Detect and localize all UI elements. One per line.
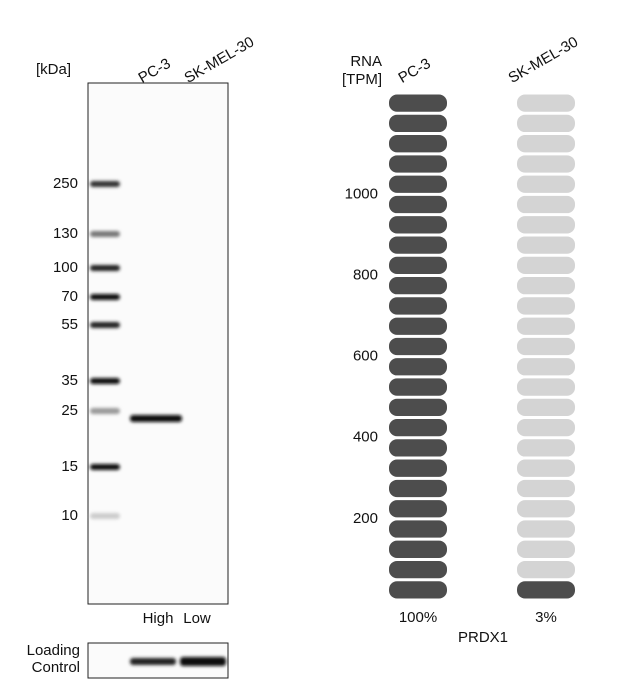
lane-label: PC-3 bbox=[135, 55, 173, 87]
rna-pill bbox=[389, 378, 447, 396]
rna-pill bbox=[517, 135, 575, 153]
rna-pill bbox=[389, 94, 447, 112]
marker-band bbox=[90, 265, 120, 271]
rna-pill bbox=[517, 540, 575, 558]
rna-pill bbox=[389, 500, 447, 518]
loading-label: Control bbox=[32, 659, 80, 676]
marker-label: 25 bbox=[61, 402, 78, 419]
rna-axis-label: [TPM] bbox=[342, 71, 382, 88]
rna-pill bbox=[389, 520, 447, 538]
rna-pill bbox=[517, 500, 575, 518]
lane-level: Low bbox=[183, 610, 211, 627]
marker-band bbox=[90, 294, 120, 300]
rna-pill bbox=[517, 175, 575, 193]
gene-name: PRDX1 bbox=[458, 629, 508, 646]
rna-pill bbox=[389, 337, 447, 356]
sample-band bbox=[130, 415, 182, 422]
rna-pill bbox=[389, 560, 447, 579]
rna-pill bbox=[517, 398, 575, 416]
rna-pill bbox=[389, 175, 447, 193]
rna-pill bbox=[517, 256, 575, 275]
rna-pill bbox=[517, 358, 575, 376]
rna-pill bbox=[517, 479, 575, 498]
rna-pill bbox=[389, 277, 447, 295]
loading-band bbox=[180, 657, 226, 666]
marker-label: 15 bbox=[61, 458, 78, 475]
rna-pill bbox=[517, 236, 575, 254]
marker-band bbox=[90, 408, 120, 414]
value-label: 3% bbox=[535, 609, 557, 626]
rna-pill bbox=[517, 459, 575, 477]
rna-pill bbox=[389, 540, 447, 558]
rna-pill bbox=[389, 256, 447, 275]
y-tick-label: 400 bbox=[353, 429, 378, 446]
rna-pill bbox=[389, 418, 447, 437]
marker-label: 250 bbox=[53, 175, 78, 192]
rna-pill bbox=[389, 358, 447, 376]
column-label: PC-3 bbox=[395, 55, 433, 87]
rna-pill bbox=[517, 317, 575, 335]
rna-pill bbox=[389, 398, 447, 416]
marker-band bbox=[90, 513, 120, 519]
lane-level: High bbox=[143, 610, 174, 627]
y-tick-label: 600 bbox=[353, 348, 378, 365]
marker-label: 100 bbox=[53, 259, 78, 276]
rna-pill bbox=[517, 439, 575, 457]
rna-pill bbox=[517, 378, 575, 396]
rna-pill bbox=[517, 337, 575, 356]
rna-pill bbox=[389, 581, 447, 599]
rna-pill bbox=[517, 418, 575, 437]
marker-label: 55 bbox=[61, 316, 78, 333]
marker-label: 35 bbox=[61, 372, 78, 389]
marker-band bbox=[90, 322, 120, 328]
rna-pill bbox=[517, 216, 575, 234]
marker-label: 130 bbox=[53, 225, 78, 242]
rna-pill bbox=[517, 520, 575, 538]
marker-band bbox=[90, 181, 120, 187]
rna-pill bbox=[389, 236, 447, 254]
rna-pill bbox=[517, 277, 575, 295]
marker-label: 10 bbox=[61, 507, 78, 524]
marker-band bbox=[90, 378, 120, 384]
rna-pill bbox=[517, 195, 575, 214]
rna-pill bbox=[389, 155, 447, 173]
blot-membrane bbox=[87, 82, 229, 605]
loading-label: Loading bbox=[27, 642, 80, 659]
y-tick-label: 200 bbox=[353, 510, 378, 527]
rna-pill bbox=[517, 560, 575, 579]
loading-band bbox=[130, 658, 176, 665]
rna-pill bbox=[389, 297, 447, 315]
rna-pill bbox=[517, 94, 575, 112]
rna-pill bbox=[389, 216, 447, 234]
rna-pill bbox=[517, 581, 575, 599]
rna-pill bbox=[389, 479, 447, 498]
rna-pill bbox=[517, 155, 575, 173]
rna-pill bbox=[389, 459, 447, 477]
rna-pill bbox=[389, 135, 447, 153]
value-label: 100% bbox=[399, 609, 437, 626]
column-label: SK-MEL-30 bbox=[505, 33, 581, 86]
y-tick-label: 1000 bbox=[345, 185, 378, 202]
rna-pill bbox=[517, 114, 575, 133]
marker-band bbox=[90, 231, 120, 237]
marker-label: 70 bbox=[61, 288, 78, 305]
rna-pill bbox=[389, 195, 447, 214]
rna-pill bbox=[389, 317, 447, 335]
rna-pill bbox=[517, 297, 575, 315]
y-tick-label: 800 bbox=[353, 266, 378, 283]
rna-pill bbox=[389, 114, 447, 133]
unit-label: [kDa] bbox=[36, 61, 71, 78]
marker-band bbox=[90, 464, 120, 470]
rna-axis-label: RNA bbox=[350, 53, 382, 70]
lane-label: SK-MEL-30 bbox=[181, 33, 257, 86]
rna-pill bbox=[389, 439, 447, 457]
